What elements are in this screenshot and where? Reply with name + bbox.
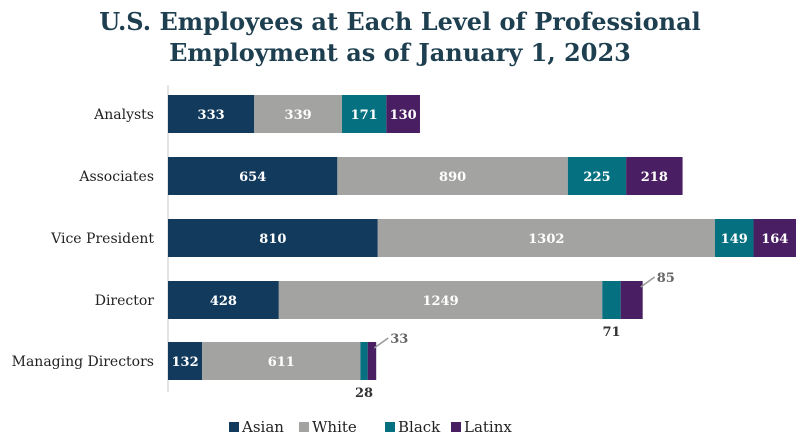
category-label-managing-directors: Managing Directors [12,354,154,370]
value-label-managing-directors-asian: 132 [172,355,199,370]
legend-swatch-asian [229,422,239,432]
bar-managing-directors-black [360,342,368,380]
value-label-associates-white: 890 [439,170,466,185]
value-label-analysts-black: 171 [351,108,378,123]
value-label-associates-asian: 654 [239,170,266,185]
bar-associates-white [337,157,568,195]
value-label-director-white: 1249 [422,294,458,309]
value-label-analysts-asian: 333 [198,108,225,123]
bar-director-latinx [620,281,643,319]
bar-vice-president-latinx [753,219,796,257]
value-label-director-black: 71 [602,325,620,340]
bar-vice-president-white [377,219,715,257]
leader-line-managing-directors-latinx [373,337,389,349]
value-label-vice-president-latinx: 164 [761,232,788,247]
legend-swatch-white [299,422,309,432]
bar-analysts-white [254,95,343,133]
legend-label-black: Black [398,418,441,436]
legend-swatch-black [385,422,395,432]
bar-analysts-asian [168,95,255,133]
value-label-analysts-latinx: 130 [390,108,417,123]
bar-director-black [602,281,621,319]
legend-swatch-latinx [451,422,461,432]
bar-analysts-black [342,95,387,133]
chart-title: U.S. Employees at Each Level of Professi… [0,6,800,68]
bar-director-asian [168,281,279,319]
value-label-director-asian: 428 [210,294,237,309]
legend-label-white: White [312,418,357,436]
bar-associates-asian [168,157,338,195]
value-label-analysts-white: 339 [285,108,312,123]
bar-managing-directors-asian [168,342,203,380]
value-label-managing-directors-black: 28 [355,386,373,401]
value-label-vice-president-white: 1302 [528,232,564,247]
bar-vice-president-black [714,219,754,257]
category-label-director: Director [95,293,155,309]
category-label-analysts: Analysts [93,107,154,123]
category-label-associates: Associates [78,169,154,185]
leader-line-director-latinx [640,276,656,288]
value-label-associates-latinx: 218 [641,170,668,185]
bar-analysts-latinx [386,95,420,133]
value-label-managing-directors-latinx: 33 [390,332,408,347]
value-label-associates-black: 225 [583,170,610,185]
chart-title-line-2: Employment as of January 1, 2023 [169,38,631,67]
chart-title-line-1: U.S. Employees at Each Level of Professi… [99,7,701,36]
category-label-vice-president: Vice President [50,231,154,247]
legend-label-latinx: Latinx [464,418,512,436]
bar-associates-latinx [626,157,683,195]
value-label-vice-president-black: 149 [721,232,748,247]
legend-label-asian: Asian [241,418,284,436]
bar-managing-directors-latinx [367,342,377,380]
bar-associates-black [567,157,627,195]
bar-managing-directors-white [202,342,361,380]
value-label-vice-president-asian: 810 [259,232,286,247]
value-label-managing-directors-white: 611 [268,355,295,370]
bar-vice-president-asian [168,219,378,257]
bar-director-white [278,281,603,319]
value-label-director-latinx: 85 [657,271,675,286]
